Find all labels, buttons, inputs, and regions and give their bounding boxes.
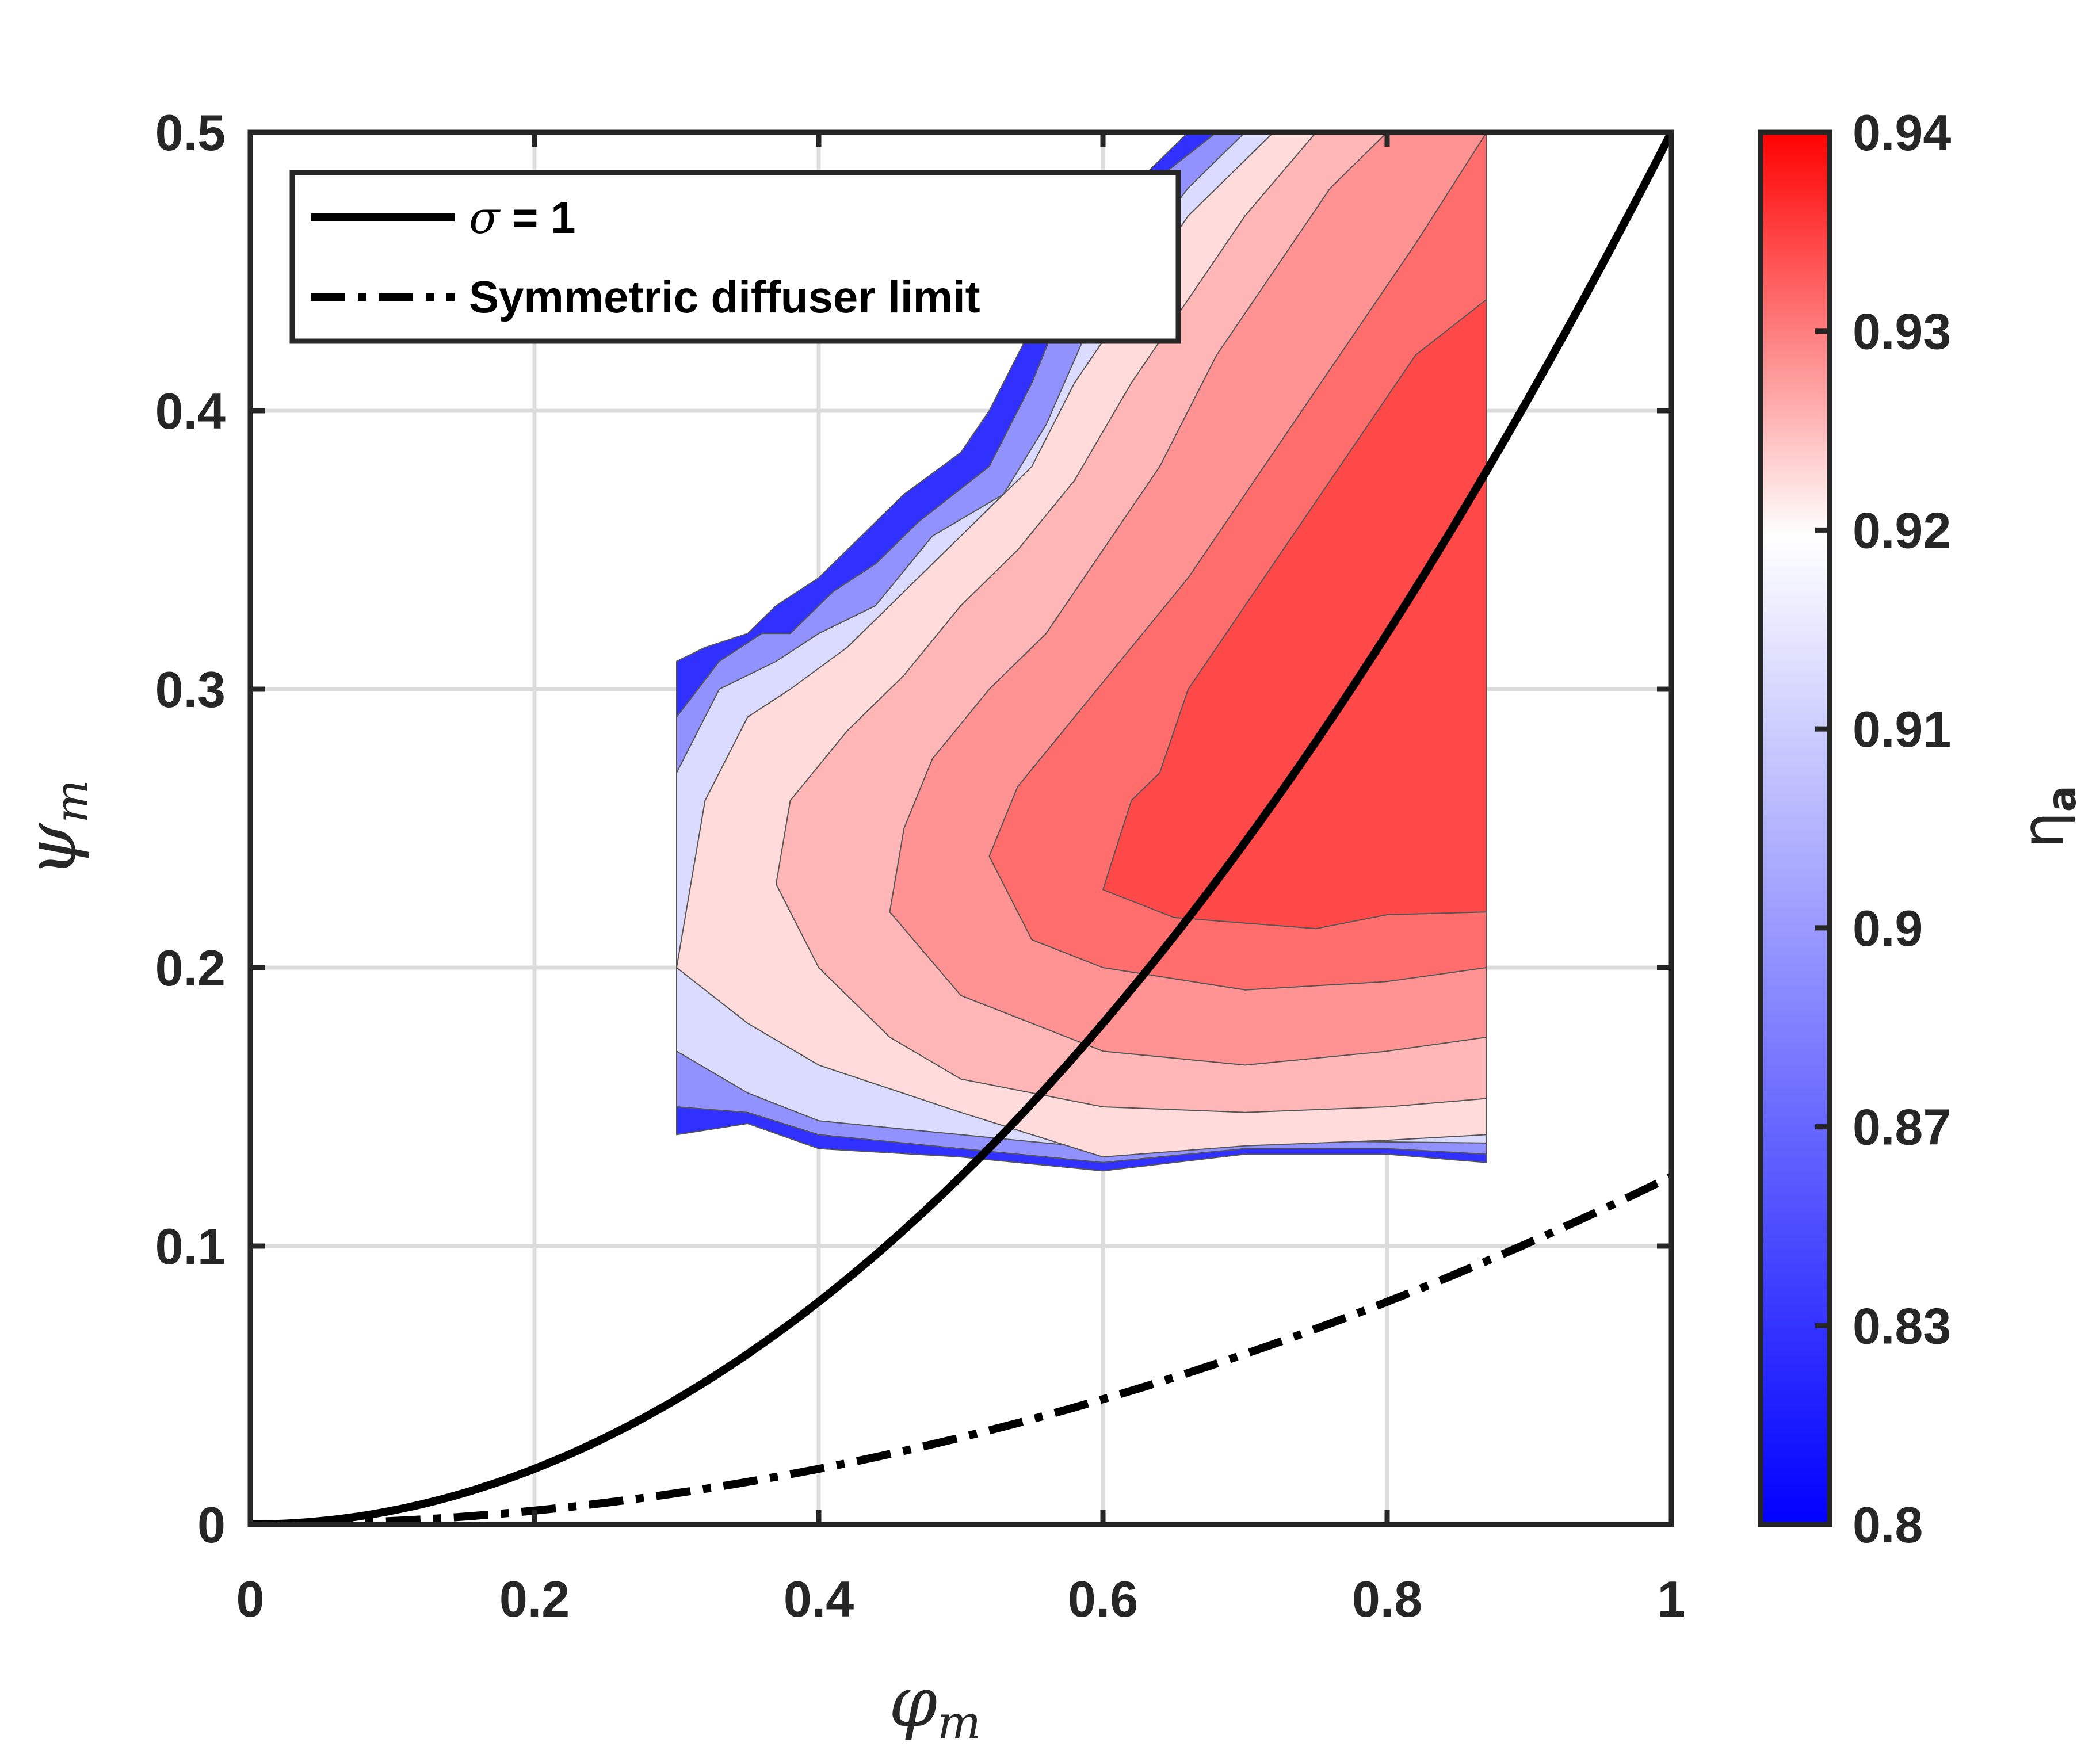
colorbar-tick-label: 0.94 <box>1853 104 1951 161</box>
x-axis-label-sub: m <box>937 1696 981 1749</box>
legend-label-symmetric: Symmetric diffuser limit <box>469 272 980 322</box>
colorbar-tick-label: 0.91 <box>1853 701 1951 758</box>
colorbar-label: ηa <box>2009 785 2085 848</box>
colorbar-tick-label: 0.93 <box>1853 303 1951 360</box>
x-tick-label: 0.8 <box>1352 1571 1422 1627</box>
colorbar-tick-label: 0.87 <box>1853 1099 1951 1156</box>
y-axis-label: ψm <box>12 780 98 877</box>
svg-text:ηa: ηa <box>2009 785 2085 848</box>
y-tick-label: 0 <box>197 1496 226 1553</box>
colorbar-ticks: 0.8 0.83 0.87 0.9 0.91 0.92 0.93 0.94 <box>1815 104 1951 1553</box>
x-axis-label-main: φ <box>889 1663 937 1743</box>
colorbar-tick-label: 0.9 <box>1853 900 1923 957</box>
x-tick-label: 0.6 <box>1068 1571 1138 1627</box>
y-tick-label: 0.4 <box>155 383 226 440</box>
series-lines <box>250 132 1671 1524</box>
axis-ticks <box>247 129 1674 1527</box>
x-axis-label: φm <box>889 1663 981 1749</box>
colorbar: 0.8 0.83 0.87 0.9 0.91 0.92 0.93 0.94 ηa <box>1758 104 2085 1553</box>
y-tick-label: 0.2 <box>155 939 226 996</box>
legend: σ = 1 Symmetric diffuser limit <box>289 170 1181 344</box>
colorbar-tick-label: 0.8 <box>1853 1496 1923 1553</box>
y-tick-label: 0.1 <box>155 1218 226 1275</box>
x-tick-label: 0 <box>236 1571 265 1627</box>
colorbar-tick-label: 0.83 <box>1853 1297 1951 1354</box>
legend-label-sigma: = 1 <box>499 192 575 243</box>
sigma-1-curve <box>250 132 1671 1524</box>
legend-symbol-sigma: σ <box>469 192 501 244</box>
y-axis-label-main: ψ <box>12 822 91 877</box>
plot-frame <box>247 129 1674 1527</box>
y-axis-label-sub: m <box>45 780 98 823</box>
legend-box <box>289 170 1181 344</box>
y-tick-label: 0.5 <box>155 104 226 161</box>
colorbar-label-main: η <box>2009 812 2076 848</box>
tick-labels: 0 0.2 0.4 0.6 0.8 1 0 0.1 0.2 0.3 0.4 0.5 <box>155 104 1686 1627</box>
x-tick-label: 0.2 <box>499 1571 570 1627</box>
colorbar-tick-label: 0.92 <box>1853 502 1951 559</box>
colorbar-gradient <box>1758 129 1832 1527</box>
x-tick-label: 0.4 <box>784 1571 854 1627</box>
y-tick-label: 0.3 <box>155 661 226 718</box>
colorbar-label-sub: a <box>2040 785 2085 812</box>
svg-text:ψm: ψm <box>12 780 98 877</box>
x-tick-label: 1 <box>1658 1571 1686 1627</box>
contour-region <box>1102 299 1487 930</box>
symmetric-diffuser-limit-curve <box>250 1172 1671 1524</box>
svg-text:φm: φm <box>889 1663 981 1749</box>
svg-text:σ = 1: σ = 1 <box>469 192 576 244</box>
contour-fill <box>676 132 1487 1172</box>
